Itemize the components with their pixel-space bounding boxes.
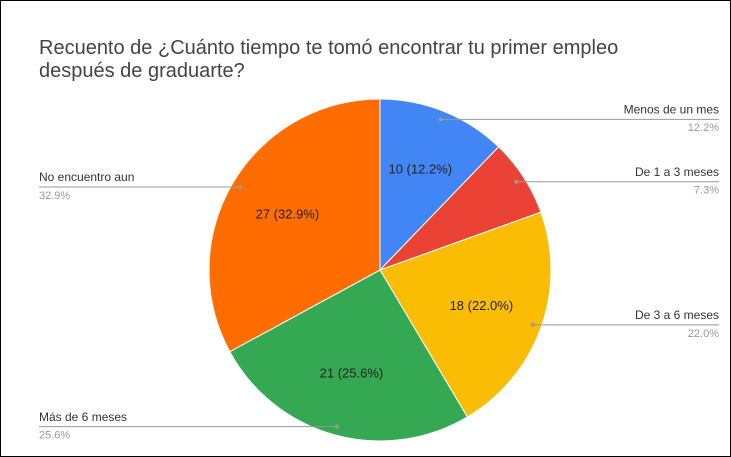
leader-dot — [514, 179, 519, 184]
slice-label: 10 (12.2%) — [388, 162, 452, 177]
legend-label: No encuentro aun — [39, 170, 134, 184]
legend-label: De 1 a 3 meses — [635, 165, 719, 179]
slice-label: 18 (22.0%) — [450, 298, 514, 313]
pie-slice — [229, 269, 469, 442]
percent-label: 22.0% — [688, 328, 719, 340]
leader-dot — [334, 424, 339, 429]
percent-label: 32.9% — [39, 190, 70, 202]
slice-label: 27 (32.9%) — [256, 206, 320, 221]
percent-label: 25.6% — [39, 430, 70, 442]
leader-dot — [530, 322, 535, 327]
percent-label: 12.2% — [688, 122, 719, 134]
leader-dot — [438, 117, 443, 122]
pie-slice — [379, 211, 552, 418]
legend-label: Menos de un mes — [624, 102, 719, 116]
legend-label: Más de 6 meses — [39, 410, 127, 424]
leader-dot — [238, 184, 243, 189]
chart-title: Recuento de ¿Cuánto tiempo te tomó encon… — [39, 37, 619, 82]
pie-slice — [379, 98, 500, 272]
percent-label: 7.3% — [694, 185, 719, 197]
slice-label: 21 (25.6%) — [320, 365, 384, 380]
pie-slice — [208, 98, 381, 353]
legend-label: De 3 a 6 meses — [635, 308, 719, 322]
